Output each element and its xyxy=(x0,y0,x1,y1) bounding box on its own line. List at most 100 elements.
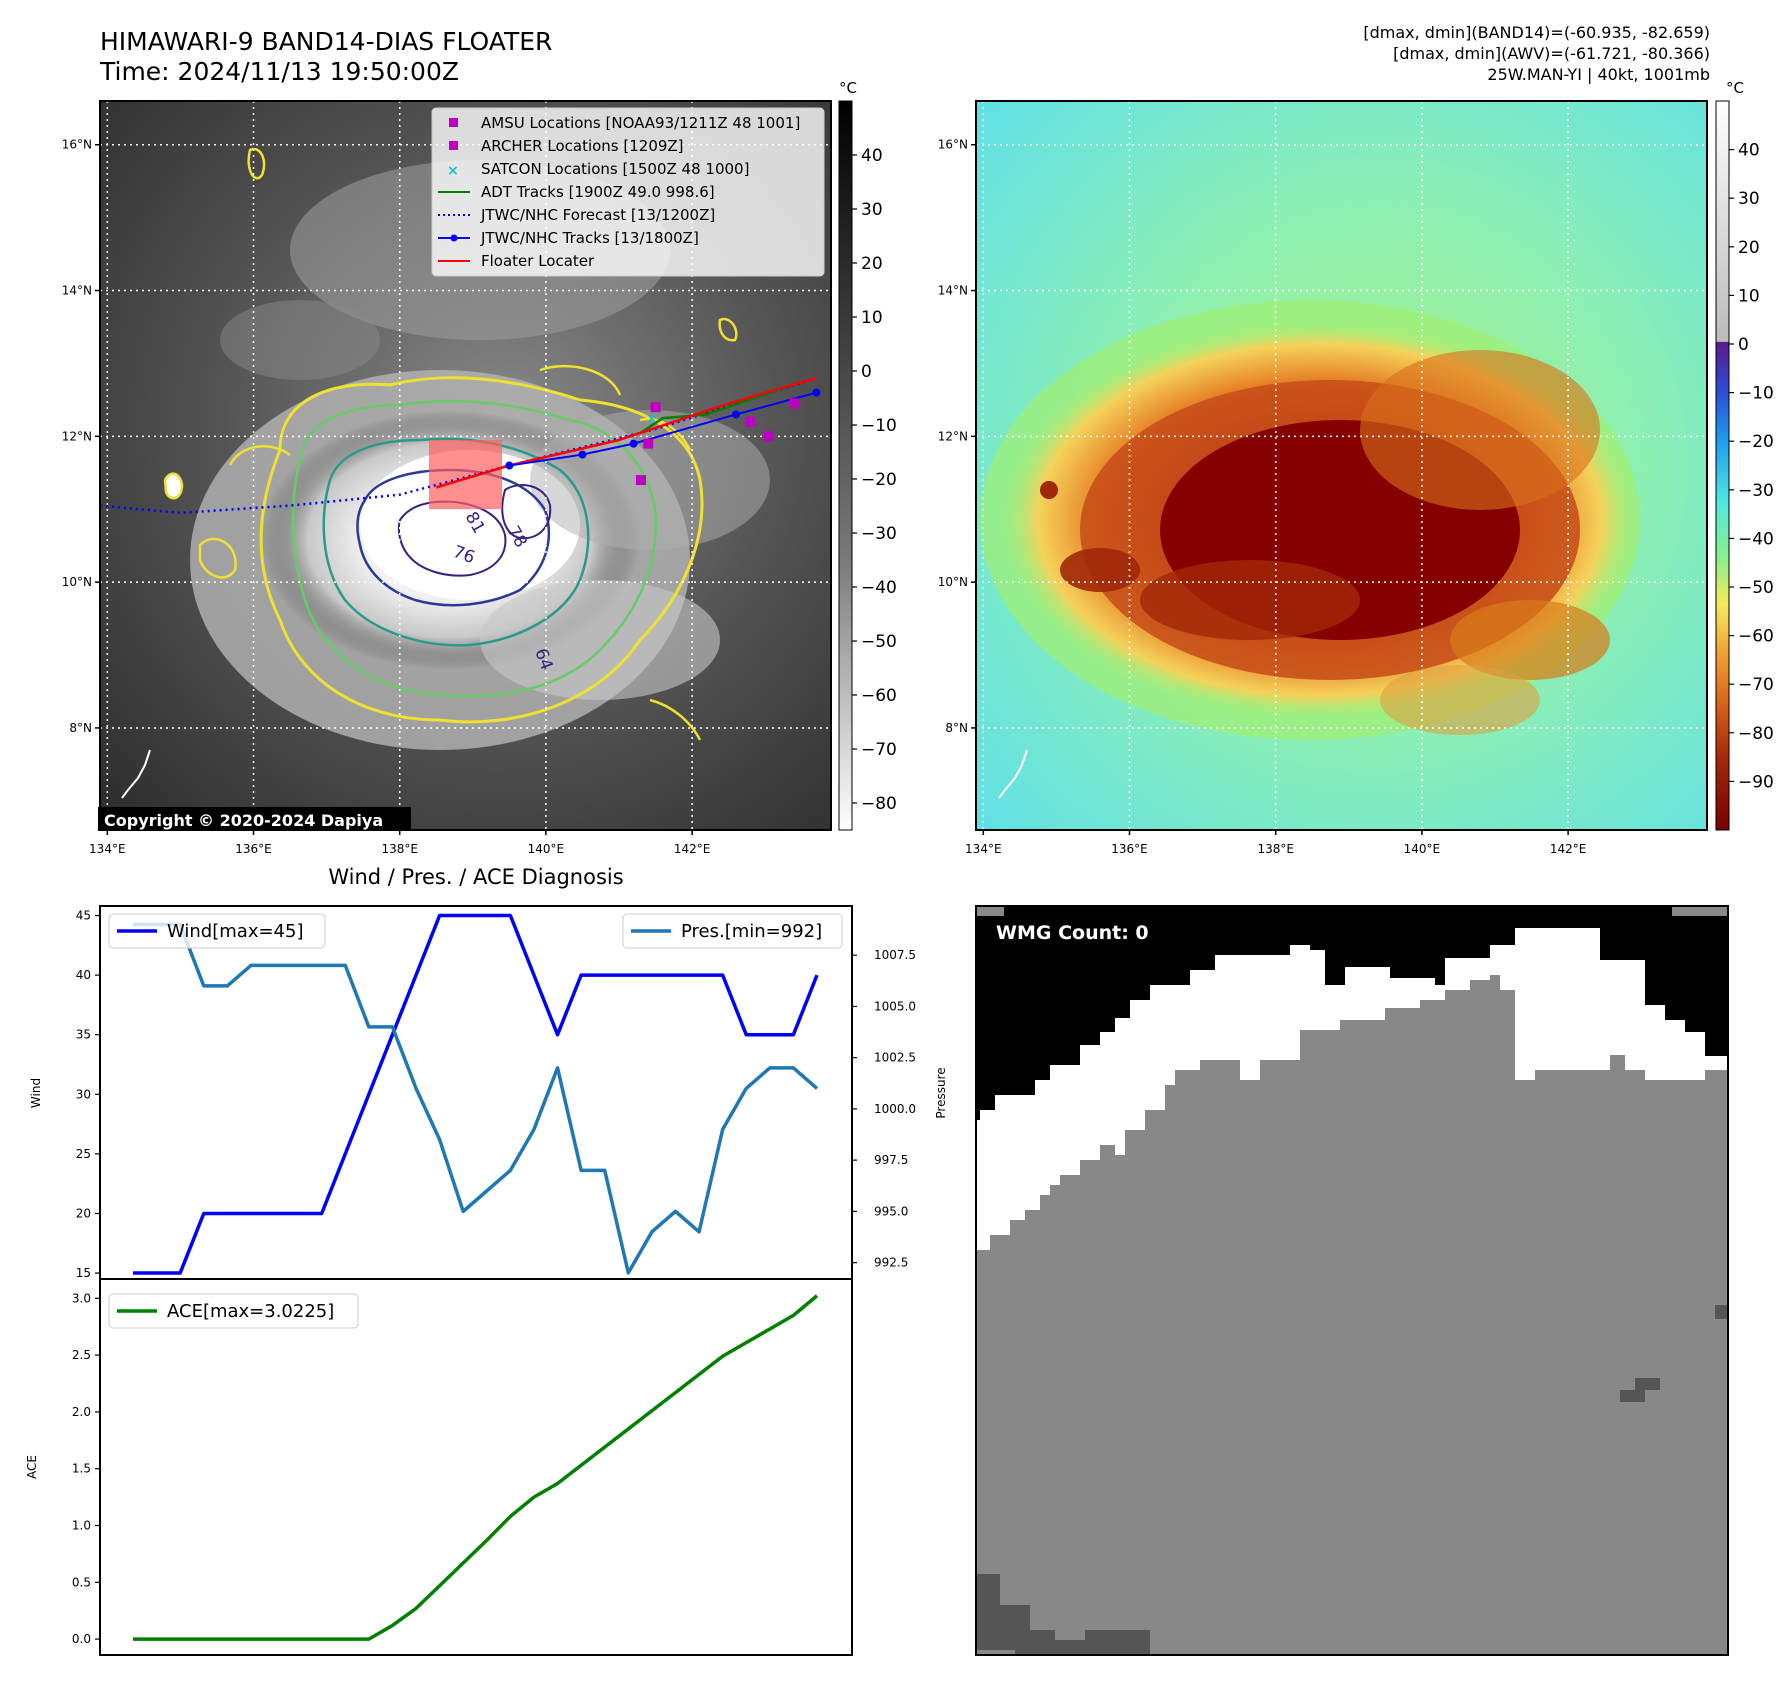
ace-tick-label: 0.5 xyxy=(72,1575,91,1589)
colorbar-tick-label: 30 xyxy=(1738,189,1760,209)
amsu-point xyxy=(635,475,646,486)
lat-tick-label: 12°N xyxy=(62,429,92,443)
svg-text:Wind[max=45]: Wind[max=45] xyxy=(167,921,304,942)
pres-tick-label: 1007.5 xyxy=(874,948,916,962)
ace-tick-label: 1.0 xyxy=(72,1519,91,1533)
lat-tick-label: 10°N xyxy=(938,575,968,589)
wind-series-line xyxy=(133,913,819,1275)
lat-tick-label: 16°N xyxy=(938,138,968,152)
amsu-point xyxy=(763,431,774,442)
svg-text:ACE[max=3.0225]: ACE[max=3.0225] xyxy=(167,1301,334,1322)
lon-tick-label: 134°E xyxy=(965,842,1002,856)
wind-tick-label: 30 xyxy=(76,1087,91,1101)
colorbar-tick-label: −30 xyxy=(1738,481,1774,501)
colorbar-tick-label: 10 xyxy=(1738,286,1760,306)
ace-legend: ACE[max=3.0225] xyxy=(108,1293,359,1329)
svg-text:JTWC/NHC Forecast [13/1200Z]: JTWC/NHC Forecast [13/1200Z] xyxy=(480,206,715,224)
legend-item: ADT Tracks [1900Z 49.0 998.6] xyxy=(438,183,715,201)
amsu-point xyxy=(745,416,756,427)
ace-tick-label: 2.0 xyxy=(72,1405,91,1419)
svg-text:Floater Locater: Floater Locater xyxy=(481,252,595,270)
wind-tick-label: 40 xyxy=(76,968,91,982)
amsu-point xyxy=(789,398,800,409)
svg-text:ADT Tracks [1900Z 49.0 998.6]: ADT Tracks [1900Z 49.0 998.6] xyxy=(481,183,715,201)
pres-tick-label: 1002.5 xyxy=(874,1051,916,1065)
ace-ylabel: ACE xyxy=(25,1455,39,1479)
color-ir-map xyxy=(976,101,1707,830)
jtwc-track-point xyxy=(505,461,514,470)
figure-title: HIMAWARI-9 BAND14-DIAS FLOATER xyxy=(100,27,552,56)
svg-text:Pres.[min=992]: Pres.[min=992] xyxy=(681,921,822,942)
ace-tick-label: 3.0 xyxy=(72,1291,91,1305)
wind-tick-label: 35 xyxy=(76,1028,91,1042)
svg-text:AMSU Locations [NOAA93/1211Z 4: AMSU Locations [NOAA93/1211Z 48 1001] xyxy=(481,114,800,132)
svg-text:×: × xyxy=(447,163,459,179)
ace-series-line xyxy=(133,1294,819,1641)
colorbar-tick-label: −80 xyxy=(1738,724,1774,744)
colorbar-tick-label: 10 xyxy=(861,308,883,328)
lat-tick-label: 8°N xyxy=(945,721,968,735)
wmg-count: WMG Count: 0 xyxy=(996,922,1149,944)
map-legend: AMSU Locations [NOAA93/1211Z 48 1001] ARC… xyxy=(431,107,825,277)
colorbar-tick-label: −70 xyxy=(1738,675,1774,695)
lat-tick-label: 16°N xyxy=(62,138,92,152)
storm-info: 25W.MAN-YI | 40kt, 1001mb xyxy=(1487,65,1710,84)
legend-item: JTWC/NHC Tracks [13/1800Z] xyxy=(438,229,699,247)
colorbar-tick-label: −90 xyxy=(1738,772,1774,792)
wmg-ylabel: Pressure xyxy=(934,1067,948,1118)
floater-box xyxy=(428,439,503,510)
gray-colorbar: °C 40 30 20 10 0 −10 −20 −30 −40 −50 −60 −70 −80 xyxy=(838,79,897,831)
legend-item: ARCHER Locations [1209Z] xyxy=(449,137,684,155)
lat-tick-label: 10°N xyxy=(62,575,92,589)
pres-tick-label: 995.0 xyxy=(874,1204,908,1218)
figure-time: Time: 2024/11/13 19:50:00Z xyxy=(99,57,459,86)
color-map-frame xyxy=(975,100,1708,831)
pres-series-line xyxy=(133,922,819,1275)
colorbar-tick-label: −30 xyxy=(861,524,897,544)
lon-tick-label: 142°E xyxy=(1550,842,1587,856)
floater-track-line xyxy=(435,376,817,489)
lat-tick-label: 8°N xyxy=(69,721,92,735)
lon-tick-label: 140°E xyxy=(1404,842,1441,856)
ace-tick-label: 0.0 xyxy=(72,1632,91,1646)
jtwc-track-point xyxy=(731,410,740,419)
stats-awv: [dmax, dmin](AWV)=(-61.721, -80.366) xyxy=(1393,44,1710,63)
lon-tick-label: 138°E xyxy=(381,842,418,856)
lat-tick-label: 14°N xyxy=(938,284,968,298)
pres-tick-label: 1005.0 xyxy=(874,999,916,1013)
ace-axes xyxy=(99,1278,853,1656)
wind-tick-label: 45 xyxy=(76,909,91,923)
svg-text:SATCON Locations [1500Z 48 100: SATCON Locations [1500Z 48 1000] xyxy=(481,160,749,178)
lon-tick-label: 138°E xyxy=(1257,842,1294,856)
jtwc-track-point xyxy=(812,388,821,397)
svg-text:ARCHER Locations [1209Z]: ARCHER Locations [1209Z] xyxy=(481,137,684,155)
legend-item: JTWC/NHC Forecast [13/1200Z] xyxy=(438,206,715,224)
wind-legend: Wind[max=45] xyxy=(108,913,326,949)
svg-text:JTWC/NHC Tracks [13/1800Z]: JTWC/NHC Tracks [13/1800Z] xyxy=(480,229,699,247)
jtwc-track-point xyxy=(629,439,638,448)
diag-title: Wind / Pres. / ACE Diagnosis xyxy=(328,865,623,889)
colorbar-tick-label: −40 xyxy=(1738,529,1774,549)
wind-tick-label: 15 xyxy=(76,1266,91,1280)
legend-item: Floater Locater xyxy=(438,252,595,270)
colorbar-tick-label: 30 xyxy=(861,200,883,220)
legend-item: AMSU Locations [NOAA93/1211Z 48 1001] xyxy=(449,114,800,132)
gray-map-frame xyxy=(99,100,832,831)
amsu-point xyxy=(650,402,661,413)
lon-tick-label: 136°E xyxy=(235,842,272,856)
colorbar-tick-label: −20 xyxy=(1738,432,1774,452)
color-colorbar-unit: °C xyxy=(1726,79,1744,97)
wind-tick-label: 20 xyxy=(76,1206,91,1220)
satcon-point: × xyxy=(646,411,658,427)
colorbar-tick-label: −10 xyxy=(861,416,897,436)
adt-track-line xyxy=(640,380,803,434)
copyright: Copyright © 2020-2024 Dapiya xyxy=(104,811,383,830)
lon-tick-label: 140°E xyxy=(528,842,565,856)
colorbar-tick-label: −10 xyxy=(1738,384,1774,404)
pres-tick-label: 997.5 xyxy=(874,1153,908,1167)
wmg-panel: WMG Count: 0 Pressure xyxy=(934,905,1729,1656)
colorbar-tick-label: 0 xyxy=(1738,335,1749,355)
colorbar-tick-label: 20 xyxy=(1738,238,1760,258)
colorbar-tick-label: 40 xyxy=(1738,141,1760,161)
